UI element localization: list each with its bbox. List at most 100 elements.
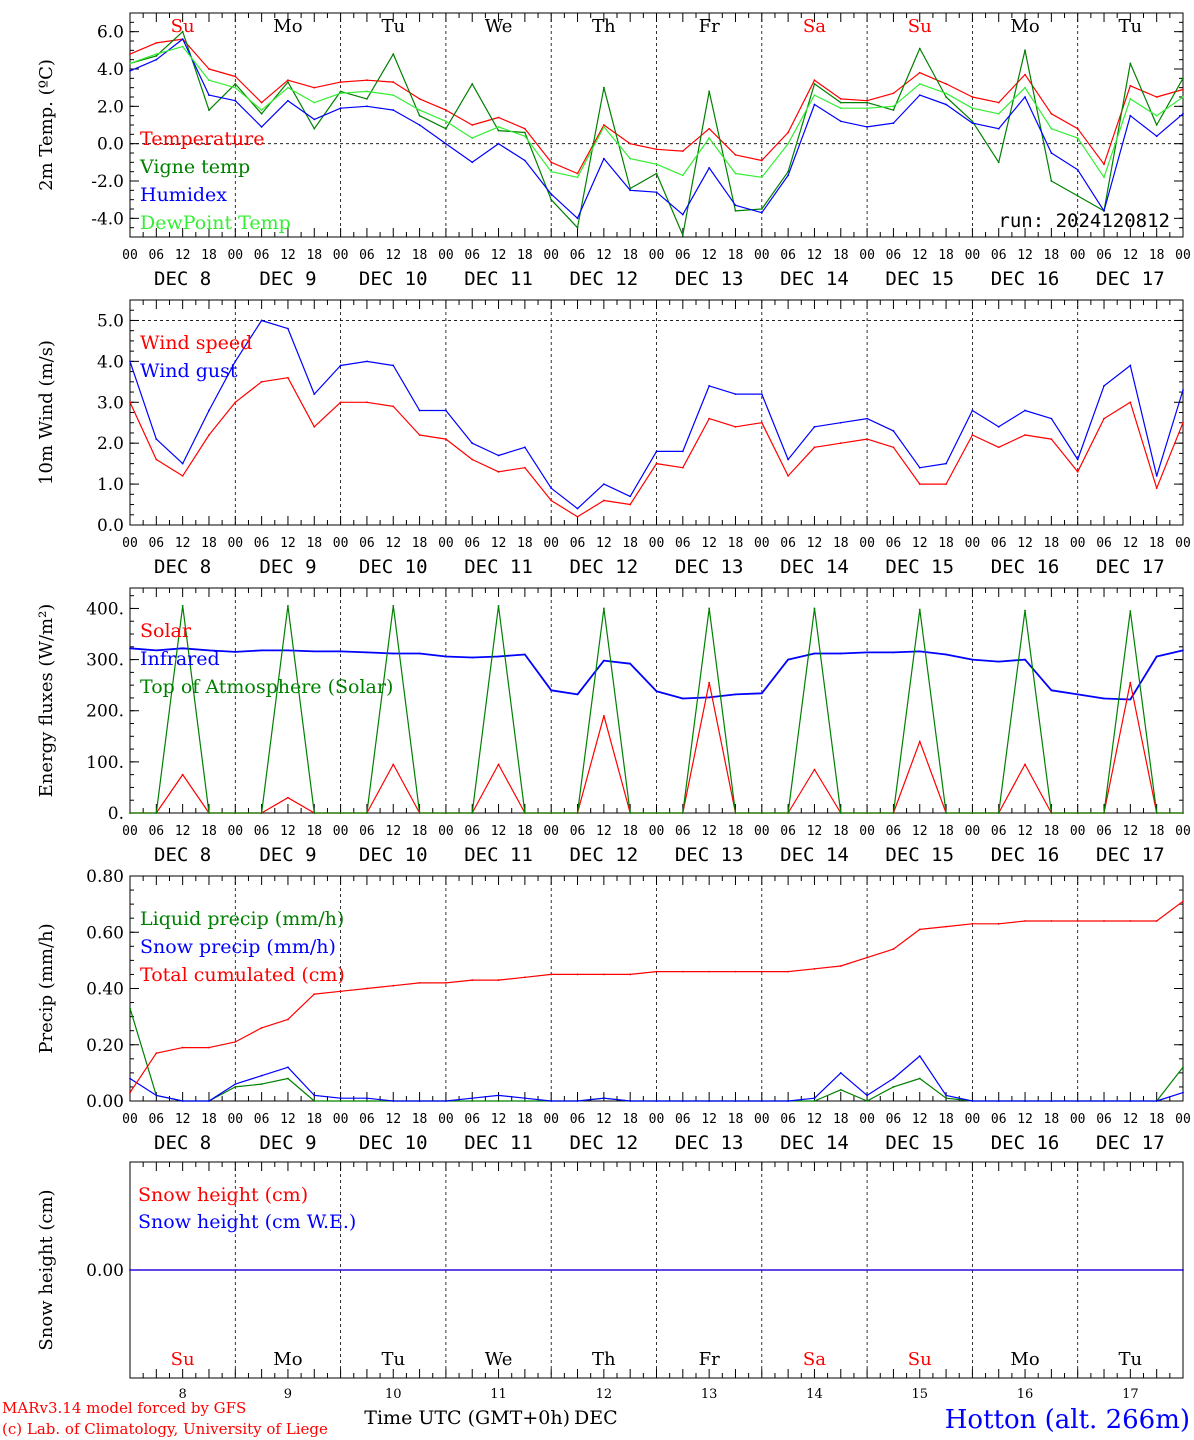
- data-point: [313, 393, 316, 395]
- data-point: [1155, 920, 1158, 922]
- data-point: [760, 393, 763, 395]
- data-point: [313, 650, 316, 653]
- data-point: [602, 1097, 605, 1100]
- date-label: DEC 11: [464, 556, 533, 578]
- data-point: [129, 53, 131, 55]
- hour-tick-label: 00: [122, 248, 138, 263]
- data-point: [471, 1097, 474, 1100]
- data-point: [839, 1088, 842, 1091]
- hour-tick-label: 12: [175, 1112, 191, 1127]
- data-point: [602, 607, 605, 610]
- data-point: [129, 1007, 131, 1010]
- data-point: [260, 1083, 263, 1086]
- date-label: DEC 10: [359, 556, 428, 578]
- data-point: [655, 163, 658, 166]
- data-point: [208, 94, 210, 97]
- data-point: [708, 385, 711, 387]
- data-point: [1155, 655, 1158, 658]
- data-point: [392, 763, 395, 766]
- data-point: [208, 409, 210, 412]
- hour-tick-label: 18: [833, 824, 849, 839]
- legend-entry: DewPoint Temp: [140, 212, 291, 234]
- data-point: [155, 1052, 158, 1055]
- hour-tick-label: 00: [754, 824, 770, 839]
- weekday-label: Mo: [273, 1349, 302, 1370]
- data-point: [681, 970, 684, 973]
- data-point: [1024, 434, 1026, 436]
- data-point: [971, 107, 974, 110]
- hour-tick-label: 06: [886, 1112, 902, 1127]
- data-point: [1050, 438, 1053, 440]
- data-point: [523, 446, 526, 449]
- legend-entry: Snow precip (mm/h): [140, 936, 336, 958]
- data-point: [1076, 920, 1079, 922]
- data-point: [997, 127, 1000, 130]
- data-point: [260, 649, 263, 652]
- data-point: [339, 650, 342, 653]
- hour-tick-label: 06: [675, 248, 691, 263]
- data-point: [339, 81, 342, 83]
- data-point: [813, 967, 816, 970]
- data-point: [1050, 152, 1053, 154]
- data-point: [1129, 610, 1132, 612]
- hour-tick-label: 12: [596, 1112, 612, 1127]
- date-label: DEC 9: [259, 268, 316, 290]
- date-label: DEC 14: [780, 844, 849, 866]
- data-point: [523, 812, 526, 814]
- hour-tick-label: 00: [1070, 248, 1086, 263]
- data-point: [918, 483, 921, 485]
- data-point: [1155, 124, 1158, 126]
- data-point: [945, 92, 947, 95]
- data-point: [1103, 697, 1105, 700]
- data-point: [576, 515, 579, 518]
- hour-tick-label: 06: [359, 1112, 375, 1127]
- data-point: [418, 114, 421, 117]
- data-point: [471, 442, 474, 445]
- weekday-label: Tu: [1119, 16, 1143, 37]
- data-point: [155, 458, 158, 461]
- weekday-label: Th: [592, 1349, 616, 1370]
- y-tick-label: 0.60: [86, 923, 124, 943]
- data-point: [1076, 1100, 1079, 1102]
- data-point: [813, 79, 816, 82]
- hour-tick-label: 00: [965, 248, 981, 263]
- hour-tick-label: 06: [570, 824, 586, 839]
- data-point: [839, 97, 842, 100]
- data-point: [550, 812, 553, 814]
- hour-tick-label: 06: [1096, 1112, 1112, 1127]
- data-point: [602, 659, 605, 662]
- data-point: [155, 438, 158, 440]
- data-point: [339, 364, 342, 367]
- hour-tick-label: 18: [622, 536, 638, 551]
- hour-tick-label: 06: [359, 824, 375, 839]
- hour-tick-label: 18: [1044, 824, 1060, 839]
- data-point: [734, 812, 737, 814]
- data-point: [1155, 812, 1158, 814]
- legend-entry: Infrared: [140, 648, 220, 670]
- data-point: [997, 112, 1000, 115]
- data-point: [655, 172, 658, 175]
- hour-tick-label: 00: [1175, 824, 1191, 839]
- hour-tick-label: 18: [938, 1112, 954, 1127]
- data-point: [681, 812, 684, 814]
- hour-tick-label: 18: [412, 536, 428, 551]
- data-point: [550, 193, 553, 195]
- weekday-label: Tu: [1119, 1349, 1143, 1370]
- y-tick-label: 4.0: [97, 60, 124, 80]
- data-point: [918, 47, 921, 50]
- data-point: [155, 41, 158, 44]
- data-point: [1155, 135, 1158, 138]
- data-point: [629, 503, 632, 506]
- weekday-label: Tu: [381, 16, 405, 37]
- hour-tick-label: 12: [491, 248, 507, 263]
- hour-tick-label: 06: [886, 536, 902, 551]
- data-point: [655, 1100, 658, 1102]
- hour-tick-label: 18: [306, 1112, 322, 1127]
- data-point: [497, 125, 500, 128]
- hour-tick-label: 00: [1070, 1112, 1086, 1127]
- y-axis-label: Snow height (cm): [36, 1189, 57, 1350]
- data-point: [787, 142, 790, 145]
- hour-tick-label: 06: [148, 248, 164, 263]
- data-point: [787, 170, 790, 173]
- data-point: [1182, 88, 1184, 91]
